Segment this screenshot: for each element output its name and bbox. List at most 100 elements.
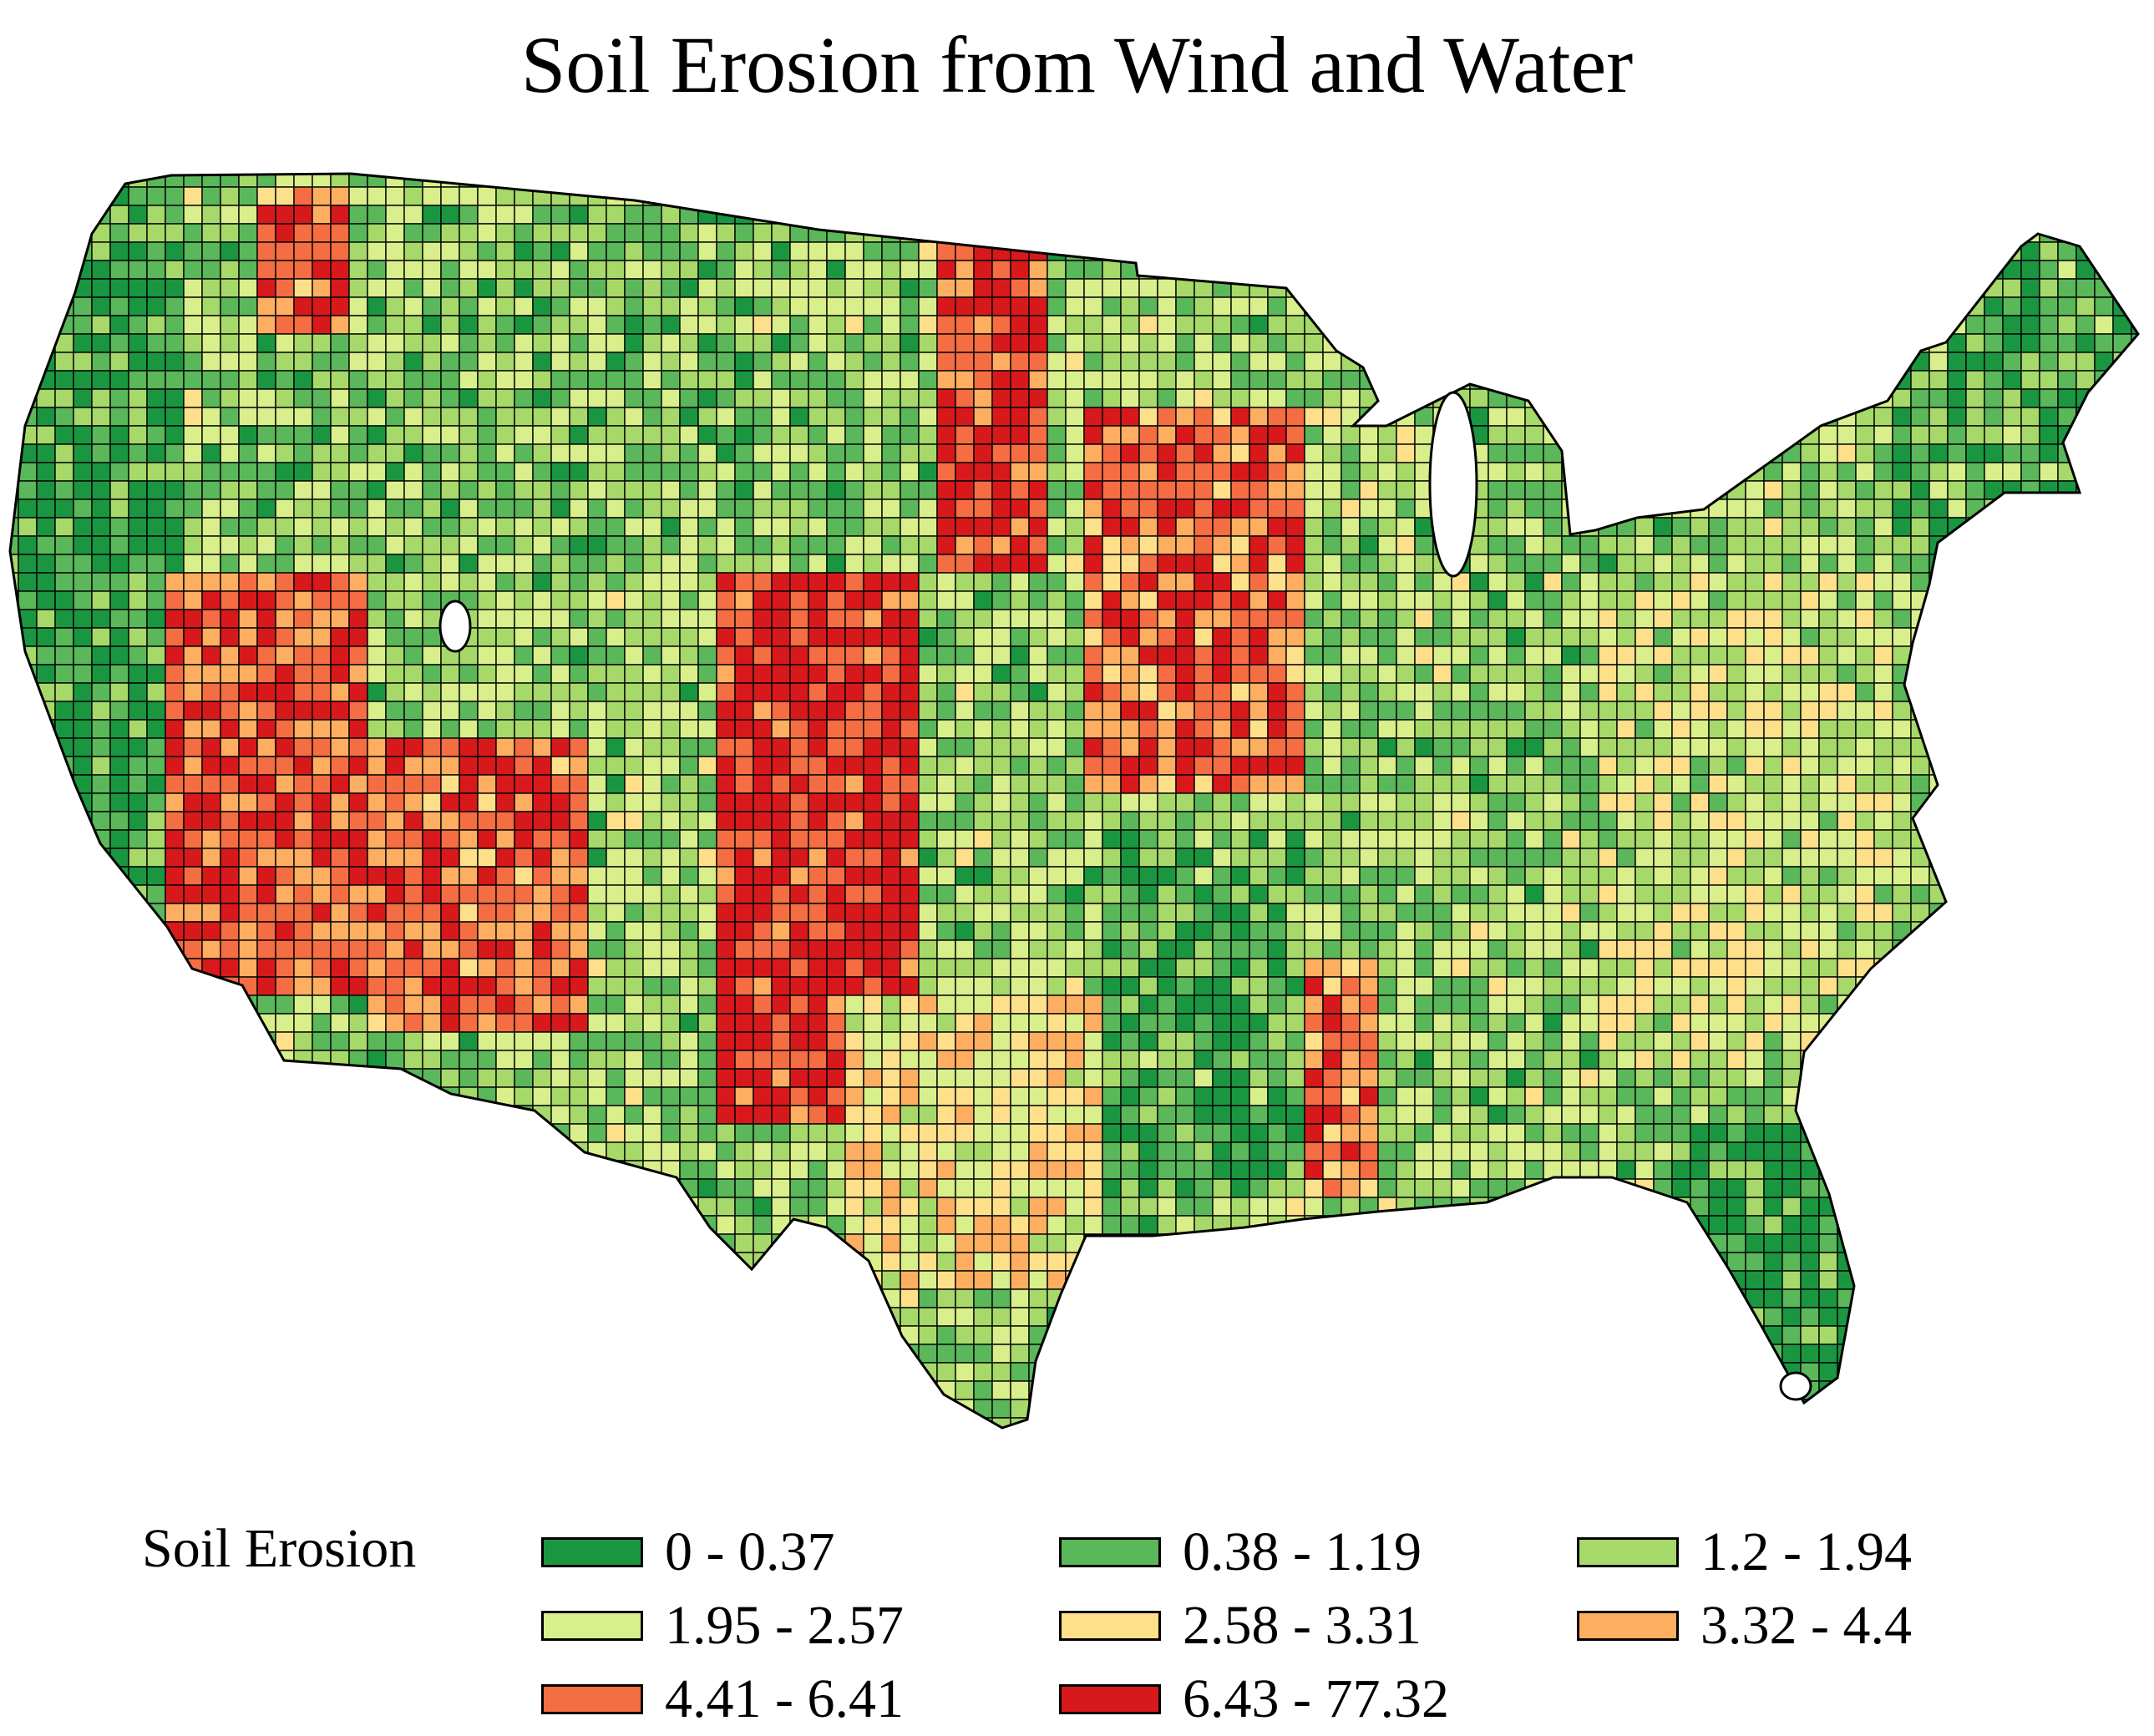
county-cell xyxy=(1855,462,1875,482)
county-cell xyxy=(1194,174,1214,188)
county-cell xyxy=(1396,701,1416,721)
county-cell xyxy=(1745,719,1765,739)
county-cell xyxy=(514,701,534,721)
county-cell xyxy=(1341,737,1361,757)
county-cell xyxy=(1157,590,1177,610)
county-cell xyxy=(440,664,460,684)
county-cell xyxy=(955,590,975,610)
county-cell xyxy=(146,517,166,537)
county-cell xyxy=(1414,811,1434,831)
county-cell xyxy=(1893,150,1911,169)
county-cell xyxy=(697,186,717,206)
county-cell xyxy=(918,443,938,463)
county-cell xyxy=(826,554,846,574)
county-cell xyxy=(1065,590,1085,610)
county-cell xyxy=(1543,241,1563,261)
county-cell xyxy=(587,645,607,666)
county-cell xyxy=(201,609,221,629)
county-cell xyxy=(532,627,552,647)
county-cell xyxy=(165,811,185,831)
county-cell xyxy=(881,333,901,353)
county-cell xyxy=(1469,278,1489,298)
county-cell xyxy=(1175,884,1195,904)
county-cell xyxy=(1451,315,1471,335)
county-cell xyxy=(91,737,111,757)
county-cell xyxy=(10,664,19,684)
county-cell xyxy=(459,296,479,316)
county-cell xyxy=(275,517,295,537)
county-cell xyxy=(36,627,56,647)
county-cell xyxy=(2094,774,2114,794)
county-cell xyxy=(1469,554,1489,574)
county-cell xyxy=(1671,590,1691,610)
county-cell xyxy=(716,737,736,757)
county-cell xyxy=(348,903,368,923)
county-cell xyxy=(1800,682,1820,702)
county-cell xyxy=(1065,223,1085,243)
county-cell xyxy=(1267,829,1287,849)
county-cell xyxy=(440,315,460,335)
county-cell xyxy=(1451,792,1471,812)
county-cell xyxy=(109,315,129,335)
county-cell xyxy=(2131,223,2138,243)
county-cell xyxy=(1396,554,1416,574)
county-cell xyxy=(422,260,442,280)
county-cell xyxy=(716,535,736,555)
county-cell xyxy=(1341,756,1361,776)
county-cell xyxy=(753,664,773,684)
county-cell xyxy=(844,352,864,372)
county-cell xyxy=(73,296,93,316)
county-cell xyxy=(2150,738,2154,757)
county-cell xyxy=(844,756,864,776)
county-cell xyxy=(1671,186,1691,206)
county-cell xyxy=(1726,609,1746,629)
county-cell xyxy=(863,572,883,592)
county-cell xyxy=(1892,572,1912,592)
county-cell xyxy=(1047,260,1067,280)
county-cell xyxy=(1506,186,1526,206)
county-cell xyxy=(1304,829,1324,849)
county-cell xyxy=(587,572,607,592)
county-cell xyxy=(348,278,368,298)
county-cell xyxy=(789,315,809,335)
county-cell xyxy=(569,719,589,739)
county-cell xyxy=(201,903,221,923)
county-cell xyxy=(146,682,166,702)
county-cell xyxy=(1120,535,1140,555)
county-cell xyxy=(1837,205,1857,225)
county-cell xyxy=(1469,609,1489,629)
county-cell xyxy=(36,609,56,629)
county-cell xyxy=(661,407,681,427)
county-cell xyxy=(312,682,332,702)
county-cell xyxy=(495,388,515,408)
county-cell xyxy=(1635,480,1655,500)
county-cell xyxy=(1616,737,1636,757)
county-cell xyxy=(1984,462,2004,482)
county-cell xyxy=(2002,174,2022,188)
county-cell xyxy=(128,333,148,353)
county-cell xyxy=(2002,645,2022,666)
county-cell xyxy=(1984,792,2004,812)
county-cell xyxy=(826,205,846,225)
county-cell xyxy=(1359,425,1379,445)
county-cell xyxy=(661,333,681,353)
county-cell xyxy=(330,866,350,886)
county-cell xyxy=(550,848,570,868)
county-cell xyxy=(109,903,129,923)
county-cell xyxy=(844,627,864,647)
county-cell xyxy=(477,535,497,555)
county-cell xyxy=(514,517,534,537)
county-cell xyxy=(2112,370,2132,390)
county-cell xyxy=(18,884,38,904)
county-cell xyxy=(1690,719,1710,739)
county-cell xyxy=(312,701,332,721)
county-cell xyxy=(1671,645,1691,666)
county-cell xyxy=(1028,701,1048,721)
county-cell xyxy=(1745,241,1765,261)
county-cell xyxy=(1984,352,2004,372)
county-cell xyxy=(1102,645,1122,666)
county-cell xyxy=(36,315,56,335)
county-cell xyxy=(403,388,423,408)
county-cell xyxy=(238,572,258,592)
county-cell xyxy=(1212,499,1232,519)
